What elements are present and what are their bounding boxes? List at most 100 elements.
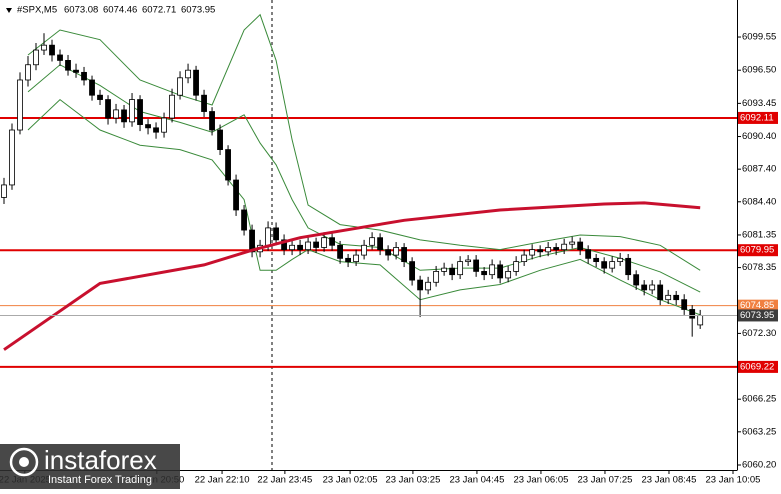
y-tick-label: 6060.20 — [742, 460, 776, 471]
candle-body — [353, 254, 359, 263]
candle-body — [457, 261, 464, 276]
plot-area — [0, 13, 737, 368]
candle-body — [1, 184, 7, 198]
level-label: 6074.85 — [740, 300, 774, 311]
candle-body — [169, 94, 175, 119]
candle-body — [577, 241, 584, 251]
level-label-box — [738, 244, 778, 257]
moving-average — [3, 201, 701, 351]
level-label-box — [738, 299, 778, 312]
candle-body — [57, 54, 63, 61]
level-label: 6079.95 — [740, 245, 774, 256]
candle-body — [249, 229, 255, 253]
y-tick-label: 6093.45 — [742, 98, 776, 109]
candle-body — [25, 64, 31, 81]
candle-body — [497, 264, 504, 279]
candle-body — [345, 257, 351, 263]
candle-body — [449, 267, 456, 276]
candle-body — [609, 261, 616, 269]
level-label-box — [738, 111, 778, 124]
header-low: 6072.71 — [142, 5, 176, 16]
candle-body — [177, 77, 183, 96]
candle-body — [9, 129, 15, 186]
header-open: 6073.08 — [64, 5, 98, 16]
candle-body — [385, 249, 392, 256]
candle-body — [17, 79, 23, 131]
candle-body — [233, 179, 239, 211]
candle-body — [153, 127, 159, 133]
candle-body — [409, 261, 416, 281]
watermark-icon — [9, 447, 39, 477]
candle-body — [265, 227, 271, 246]
candle-body — [465, 259, 472, 263]
candle-body — [529, 249, 536, 256]
candle-body — [617, 257, 624, 263]
candle-body — [417, 279, 424, 291]
candle-body — [513, 261, 520, 272]
candle-body — [41, 44, 47, 51]
candle-body — [73, 69, 79, 73]
header-high: 6074.46 — [103, 5, 137, 16]
y-tick-label: 6084.40 — [742, 196, 776, 207]
candle-body — [377, 237, 384, 251]
candle-body — [241, 209, 247, 231]
candle-body — [273, 227, 279, 241]
y-tick-label: 6090.40 — [742, 131, 776, 142]
candle-body — [129, 99, 135, 123]
candle-body — [641, 284, 648, 291]
candle-body — [633, 274, 640, 286]
candle-body — [561, 243, 568, 251]
watermark: instaforex Instant Forex Trading — [0, 444, 180, 489]
x-tick-label: 23 Jan 03:25 — [385, 475, 440, 486]
candle-body — [201, 94, 207, 112]
candle-body — [297, 244, 303, 251]
candle-body — [489, 264, 496, 276]
candle-body — [441, 267, 448, 272]
candle-body — [305, 241, 311, 251]
candle-body — [657, 284, 664, 301]
y-tick-label: 6081.35 — [742, 229, 776, 240]
watermark-tagline: Instant Forex Trading — [48, 474, 152, 486]
y-tick-label: 6072.30 — [742, 328, 776, 339]
candle-body — [481, 271, 488, 276]
band-upper — [27, 13, 701, 271]
candle-body — [537, 249, 544, 253]
candle-body — [585, 249, 592, 259]
candle-body — [145, 124, 151, 129]
candle-body — [105, 99, 111, 119]
candle-body — [393, 247, 400, 256]
candle-body — [161, 117, 167, 133]
candle-body — [313, 241, 319, 248]
candle-body — [369, 237, 376, 246]
x-tick-label: 23 Jan 02:05 — [323, 475, 378, 486]
watermark-brand: instaforex — [44, 445, 157, 475]
candle-body — [401, 247, 408, 263]
x-tick-label: 22 Jan 23:45 — [257, 475, 312, 486]
candle-body — [625, 257, 632, 276]
candle-body — [553, 247, 560, 251]
candle-body — [337, 244, 343, 259]
candle-body — [225, 149, 231, 181]
candle-body — [673, 294, 680, 301]
candle-body — [209, 111, 215, 131]
y-tick-label: 6087.40 — [742, 164, 776, 175]
candle-body — [593, 257, 600, 263]
x-tick-label: 23 Jan 08:45 — [642, 475, 697, 486]
candle-body — [49, 44, 55, 56]
y-tick-label: 6078.35 — [742, 262, 776, 273]
candle-body — [81, 71, 87, 81]
candle-body — [521, 254, 528, 263]
candle-body — [217, 129, 223, 150]
header-close: 6073.95 — [181, 5, 215, 16]
bid-label: 6073.95 — [740, 310, 774, 321]
candle-body — [113, 109, 119, 119]
candle-body — [121, 109, 127, 123]
candle-body — [89, 79, 95, 96]
candle-body — [321, 237, 327, 248]
candle-body — [569, 241, 576, 245]
y-tick-label: 6066.25 — [742, 394, 776, 405]
candle-body — [505, 271, 512, 279]
candle-body — [689, 309, 696, 319]
